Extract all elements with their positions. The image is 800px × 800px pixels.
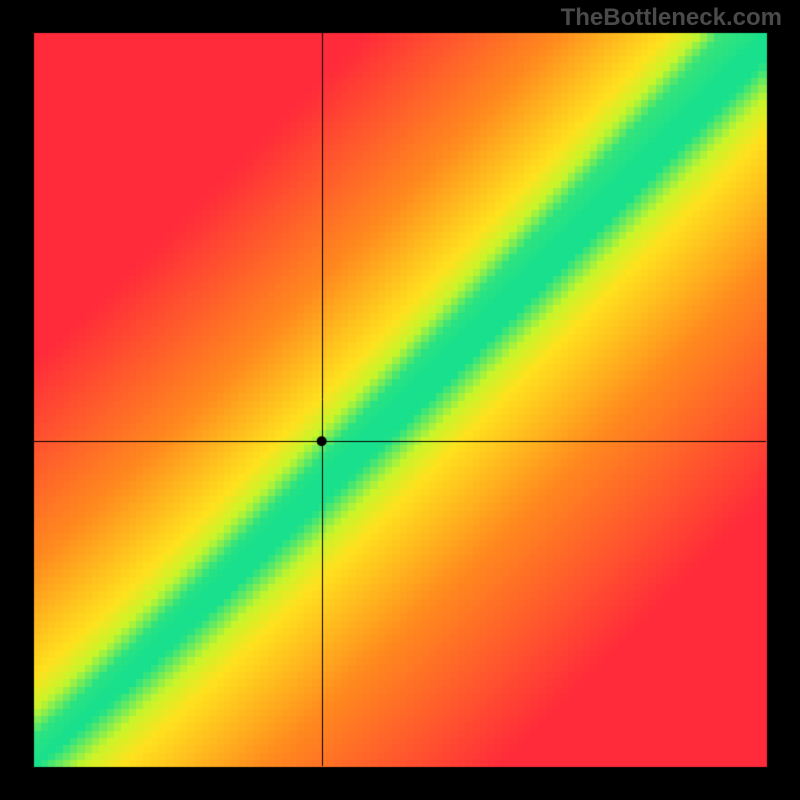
watermark-text: TheBottleneck.com <box>561 4 782 32</box>
chart-container: TheBottleneck.com <box>0 0 800 800</box>
bottleneck-heatmap <box>0 0 800 800</box>
